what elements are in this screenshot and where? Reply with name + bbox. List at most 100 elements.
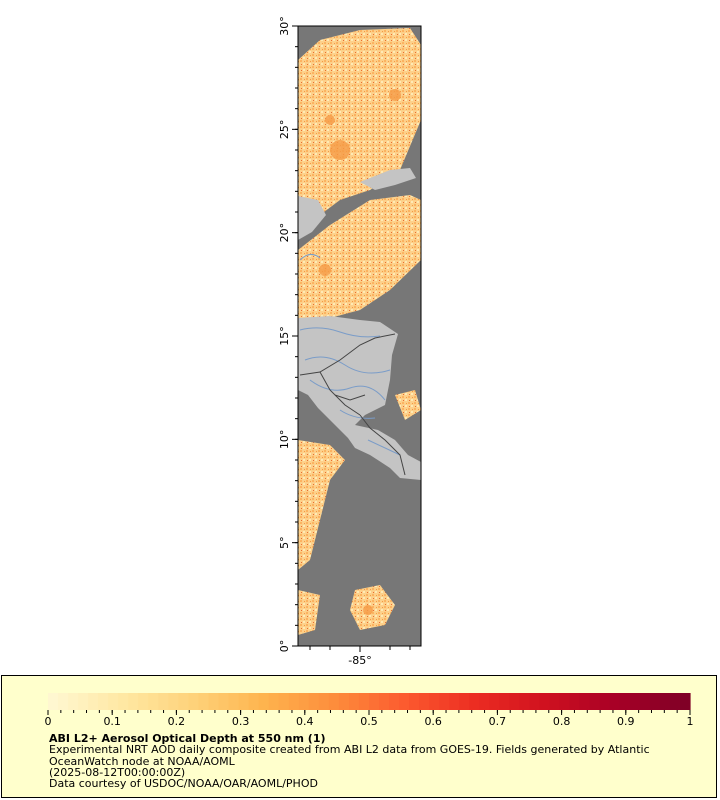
aod-hotspot	[319, 264, 331, 276]
colorbar-segment	[268, 693, 280, 710]
country-border	[359, 414, 406, 476]
colorbar-segment	[629, 693, 641, 710]
landmass	[298, 316, 421, 480]
aod-patch	[395, 390, 421, 420]
legend-date: (2025-08-12T00:00:00Z)	[49, 766, 186, 779]
aod-patch	[298, 28, 421, 215]
legend-description: Experimental NRT AOD daily composite cre…	[49, 743, 650, 768]
colorbar-segment	[509, 693, 521, 710]
lat-tick-label: 25°	[278, 120, 291, 140]
colorbar-segment	[469, 693, 480, 710]
colorbar-segment	[278, 693, 290, 710]
colorbar-segment	[108, 693, 119, 710]
colorbar-tick-label: 0.8	[553, 715, 571, 728]
lat-tick-label: 30°	[278, 16, 291, 36]
colorbar-segment	[599, 693, 611, 710]
legend-credit: Data courtesy of USDOC/NOAA/OAR/AOML/PHO…	[49, 777, 318, 790]
colorbar-segment	[669, 693, 681, 710]
aod-map: 0° 5° 10° 15° 20° 25° 30° -85°	[278, 16, 422, 667]
colorbar-segment	[328, 693, 340, 710]
colorbar-segment	[479, 693, 490, 710]
colorbar-tick-label: 0.3	[232, 715, 250, 728]
colorbar-segment	[569, 693, 581, 710]
colorbar-segment	[338, 693, 350, 710]
colorbar-tick-label: 0.4	[296, 715, 314, 728]
legend-title: ABI L2+ Aerosol Optical Depth at 550 nm …	[49, 732, 326, 745]
colorbar-segment	[238, 693, 250, 710]
colorbar-segment	[519, 693, 531, 710]
colorbar-segment	[228, 693, 240, 710]
rivers	[299, 254, 401, 456]
colorbar-segment	[188, 693, 200, 710]
colorbar: 0 0.1 0.2 0.3 0.4 0.5 0.6 0.7 0.8 0.9 1	[45, 693, 694, 728]
colorbar-segment	[198, 693, 210, 710]
colorbar-segment	[529, 693, 541, 710]
landmass	[360, 168, 416, 190]
colorbar-segment	[208, 693, 220, 710]
colorbar-segment	[98, 693, 109, 710]
longitude-axis: -85°	[309, 646, 411, 667]
lat-tick-label: 15°	[278, 326, 291, 346]
aod-hotspot	[325, 115, 335, 125]
river	[309, 379, 386, 401]
colorbar-segment	[639, 693, 651, 710]
colorbar-segment	[58, 693, 69, 710]
colorbar-segment	[318, 693, 330, 710]
colorbar-segment	[549, 693, 561, 710]
river	[299, 327, 381, 338]
colorbar-segment	[429, 693, 440, 710]
colorbar-segment	[158, 693, 169, 710]
colorbar-segment	[459, 693, 470, 710]
colorbar-tick-label: 0.6	[424, 715, 442, 728]
colorbar-segment	[679, 693, 691, 710]
colorbar-tick-label: 0.2	[168, 715, 186, 728]
colorbar-tick-label: 1	[687, 715, 694, 728]
colorbar-segment	[218, 693, 230, 710]
colorbar-segment	[389, 693, 400, 710]
colorbar-segment	[178, 693, 190, 710]
country-border	[299, 333, 396, 376]
aod-patch	[298, 440, 345, 570]
colorbar-segment	[88, 693, 99, 710]
colorbar-segment	[409, 693, 420, 710]
colorbar-segment	[659, 693, 671, 710]
colorbar-segment	[128, 693, 139, 710]
lat-tick-label: 5°	[278, 536, 291, 549]
aod-hotspot	[363, 605, 373, 615]
colorbar-segment	[369, 693, 380, 710]
colorbar-segment	[48, 693, 59, 710]
river	[367, 439, 401, 456]
colorbar-segment	[439, 693, 450, 710]
land-mask	[298, 168, 421, 480]
colorbar-segment	[539, 693, 551, 710]
colorbar-segment	[579, 693, 591, 710]
colorbar-segment	[78, 693, 89, 710]
colorbar-segment	[499, 693, 511, 710]
colorbar-segment	[248, 693, 260, 710]
colorbar-segment	[489, 693, 501, 710]
colorbar-tick-label: 0.5	[360, 715, 378, 728]
colorbar-segment	[559, 693, 571, 710]
colorbar-segment	[138, 693, 149, 710]
river	[339, 409, 376, 419]
river	[299, 254, 321, 261]
colorbar-segment	[589, 693, 601, 710]
country-border	[319, 371, 361, 416]
legend-panel: 0 0.1 0.2 0.3 0.4 0.5 0.6 0.7 0.8 0.9 1 ABI L2+ Ae…	[1, 675, 717, 798]
colorbar-tick-label: 0.1	[103, 715, 121, 728]
colorbar-segment	[288, 693, 300, 710]
aod-patch	[298, 195, 421, 322]
aod-hotspot	[389, 89, 401, 101]
colorbar-segment	[449, 693, 460, 710]
colorbar-segment	[358, 693, 370, 710]
country-borders	[299, 333, 406, 476]
colorbar-tick-label: 0.9	[617, 715, 635, 728]
colorbar-segment	[68, 693, 79, 710]
colorbar-segment	[118, 693, 129, 710]
colorbar-segment	[649, 693, 661, 710]
colorbar-segment	[399, 693, 410, 710]
colorbar-segment	[148, 693, 159, 710]
colorbar-segment	[308, 693, 320, 710]
latitude-axis: 0° 5° 10° 15° 20° 25° 30°	[278, 16, 298, 652]
aod-patch	[350, 585, 395, 630]
